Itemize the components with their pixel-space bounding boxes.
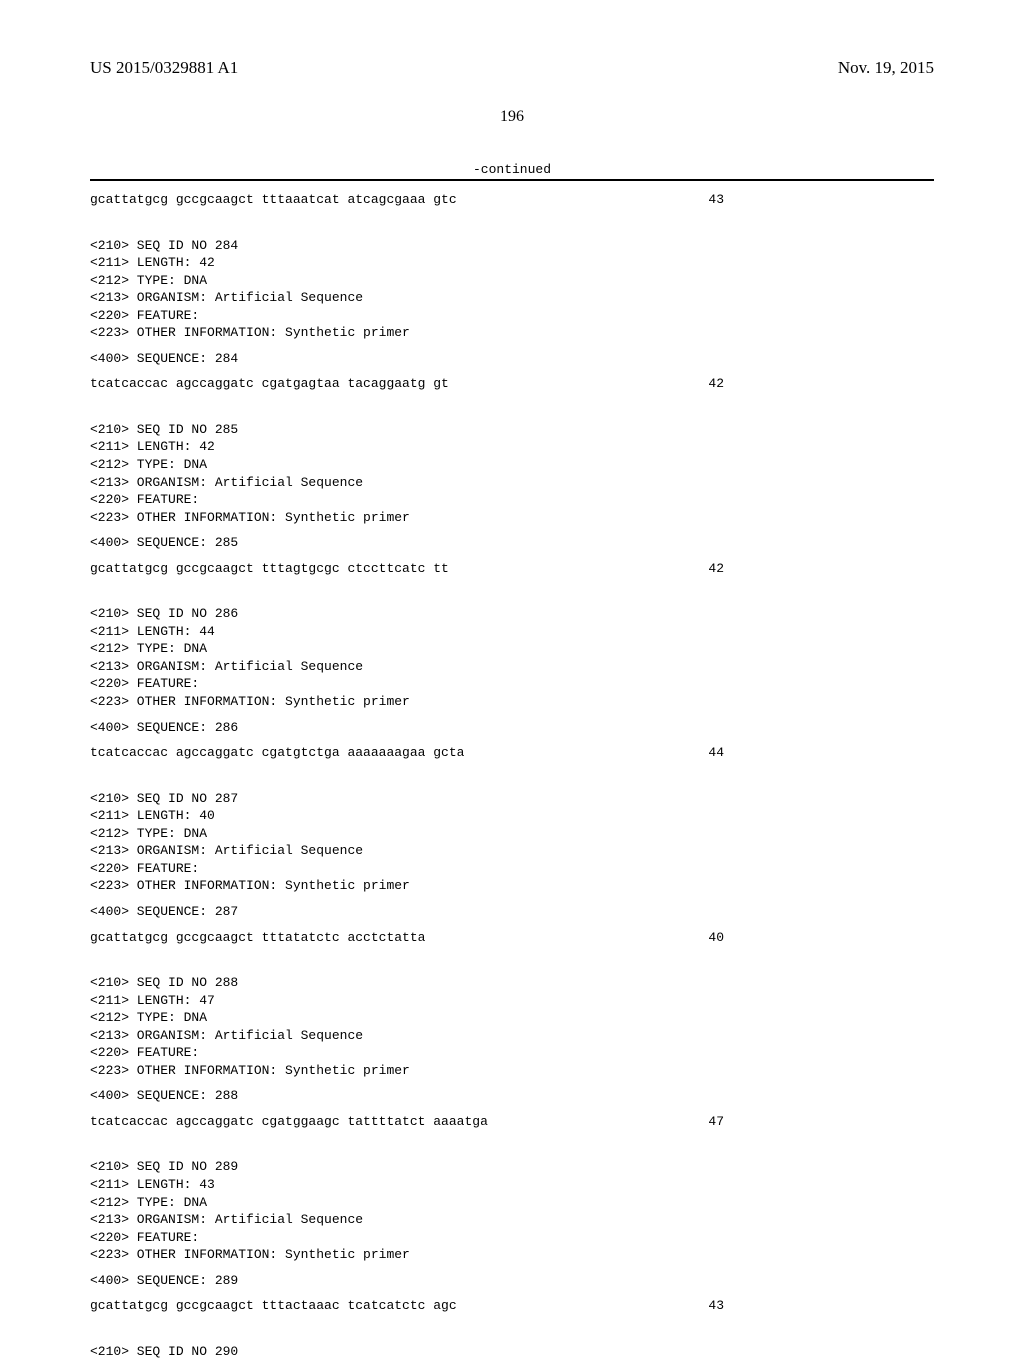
sequence-length-value: 42 [449,560,934,578]
seq-meta-organism: <213> ORGANISM: Artificial Sequence [90,658,934,676]
seq-meta-id-trailing: <210> SEQ ID NO 290 [90,1343,934,1360]
sequence-text: gcattatgcg gccgcaagct tttagtgcgc ctccttc… [90,560,449,578]
seq-meta-other: <223> OTHER INFORMATION: Synthetic prime… [90,509,934,527]
sequence-length-value: 47 [488,1113,934,1131]
seq-meta-type: <212> TYPE: DNA [90,456,934,474]
sequence-row: tcatcaccac agccaggatc cgatgtctga aaaaaaa… [90,744,934,762]
seq-meta-feature: <220> FEATURE: [90,491,934,509]
sequence-row: tcatcaccac agccaggatc cgatggaagc tatttta… [90,1113,934,1131]
seq-meta-feature: <220> FEATURE: [90,307,934,325]
seq-meta-id: <210> SEQ ID NO 284 [90,237,934,255]
seq-meta-other: <223> OTHER INFORMATION: Synthetic prime… [90,324,934,342]
page: US 2015/0329881 A1 Nov. 19, 2015 196 -co… [0,0,1024,1320]
seq-meta-sequence: <400> SEQUENCE: 284 [90,350,934,368]
seq-meta-organism: <213> ORGANISM: Artificial Sequence [90,289,934,307]
seq-meta-feature: <220> FEATURE: [90,675,934,693]
sequence-length-value: 42 [449,375,934,393]
seq-meta-id: <210> SEQ ID NO 288 [90,974,934,992]
seq-meta-feature: <220> FEATURE: [90,1229,934,1247]
seq-meta-length: <211> LENGTH: 40 [90,807,934,825]
seq-meta-type: <212> TYPE: DNA [90,1194,934,1212]
sequence-length-value: 43 [457,1297,934,1315]
sequence-text: gcattatgcg gccgcaagct tttatatctc acctcta… [90,929,425,947]
seq-meta-id: <210> SEQ ID NO 285 [90,421,934,439]
seq-meta-sequence: <400> SEQUENCE: 289 [90,1272,934,1290]
seq-meta-type: <212> TYPE: DNA [90,1009,934,1027]
seq-meta-length: <211> LENGTH: 44 [90,623,934,641]
seq-meta-organism: <213> ORGANISM: Artificial Sequence [90,1027,934,1045]
seq-meta-feature: <220> FEATURE: [90,860,934,878]
seq-meta-type: <212> TYPE: DNA [90,272,934,290]
seq-meta-feature: <220> FEATURE: [90,1044,934,1062]
seq-meta-sequence: <400> SEQUENCE: 287 [90,903,934,921]
seq-meta-length: <211> LENGTH: 47 [90,992,934,1010]
seq-meta-organism: <213> ORGANISM: Artificial Sequence [90,1211,934,1229]
seq-meta-id: <210> SEQ ID NO 289 [90,1158,934,1176]
seq-meta-length: <211> LENGTH: 42 [90,438,934,456]
continued-label: -continued [90,162,934,177]
seq-meta-other: <223> OTHER INFORMATION: Synthetic prime… [90,693,934,711]
sequence-length-value: 44 [464,744,934,762]
sequence-length-value: 43 [457,191,934,209]
sequence-row: gcattatgcg gccgcaagct tttatatctc acctcta… [90,929,934,947]
publication-date: Nov. 19, 2015 [838,58,934,78]
seq-meta-other: <223> OTHER INFORMATION: Synthetic prime… [90,1062,934,1080]
seq-meta-type: <212> TYPE: DNA [90,825,934,843]
sequence-text: gcattatgcg gccgcaagct tttaaatcat atcagcg… [90,191,457,209]
seq-meta-sequence: <400> SEQUENCE: 288 [90,1087,934,1105]
seq-meta-sequence: <400> SEQUENCE: 286 [90,719,934,737]
seq-meta-type: <212> TYPE: DNA [90,640,934,658]
seq-meta-id: <210> SEQ ID NO 286 [90,605,934,623]
seq-meta-length: <211> LENGTH: 43 [90,1176,934,1194]
seq-meta-length: <211> LENGTH: 42 [90,254,934,272]
sequence-row: gcattatgcg gccgcaagct tttactaaac tcatcat… [90,1297,934,1315]
sequence-row: gcattatgcg gccgcaagct tttaaatcat atcagcg… [90,191,934,209]
sequence-row: gcattatgcg gccgcaagct tttagtgcgc ctccttc… [90,560,934,578]
sequence-text: gcattatgcg gccgcaagct tttactaaac tcatcat… [90,1297,457,1315]
seq-meta-other: <223> OTHER INFORMATION: Synthetic prime… [90,1246,934,1264]
sequence-text: tcatcaccac agccaggatc cgatggaagc tatttta… [90,1113,488,1131]
sequence-text: tcatcaccac agccaggatc cgatgagtaa tacagga… [90,375,449,393]
page-number: 196 [90,108,934,126]
seq-meta-organism: <213> ORGANISM: Artificial Sequence [90,474,934,492]
sequence-text: tcatcaccac agccaggatc cgatgtctga aaaaaaa… [90,744,464,762]
divider [90,179,934,181]
seq-meta-sequence: <400> SEQUENCE: 285 [90,534,934,552]
seq-meta-organism: <213> ORGANISM: Artificial Sequence [90,842,934,860]
seq-meta-id: <210> SEQ ID NO 287 [90,790,934,808]
publication-number: US 2015/0329881 A1 [90,58,238,78]
sequence-length-value: 40 [425,929,934,947]
seq-meta-other: <223> OTHER INFORMATION: Synthetic prime… [90,877,934,895]
sequence-row: tcatcaccac agccaggatc cgatgagtaa tacagga… [90,375,934,393]
